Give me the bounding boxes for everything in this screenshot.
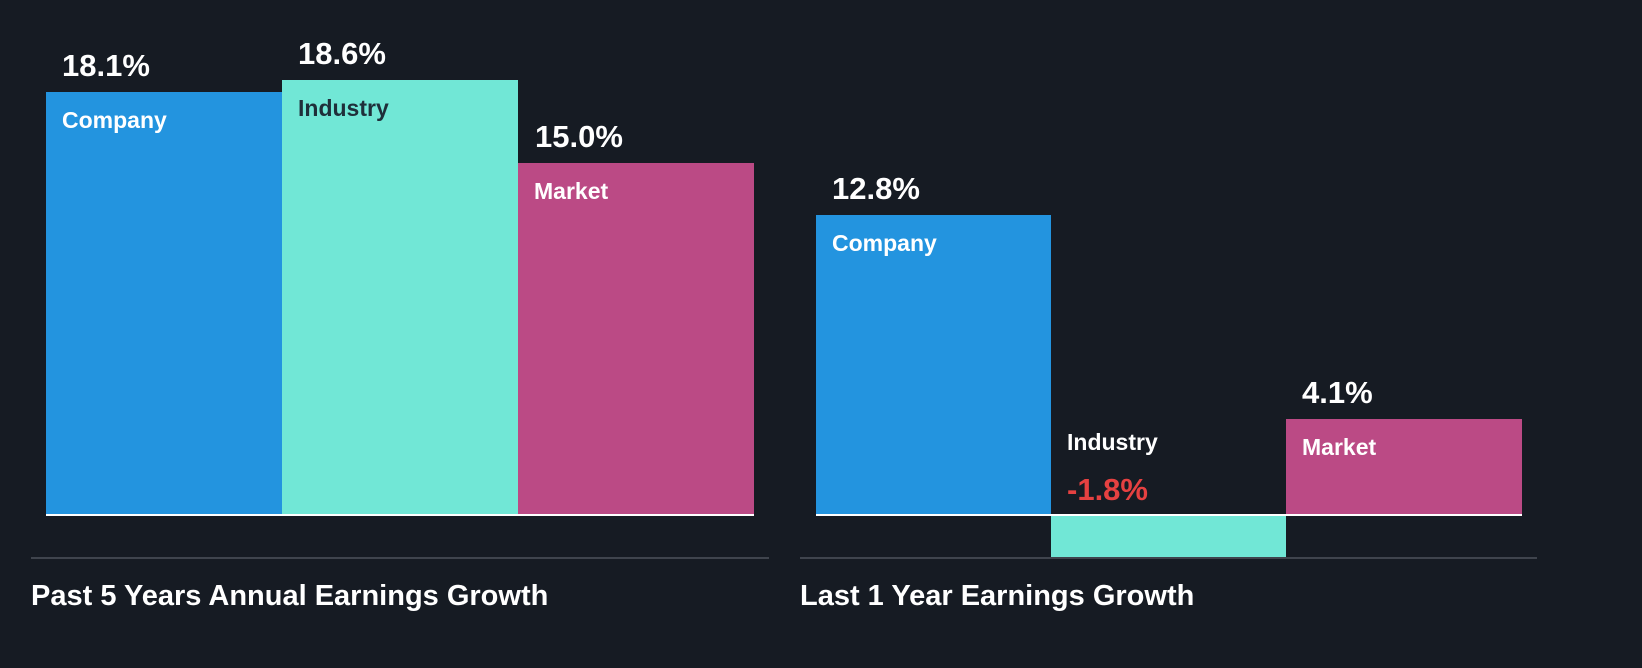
zero-baseline xyxy=(46,514,754,516)
bar-label-company: Company xyxy=(62,107,167,133)
value-market-5y: 15.0% xyxy=(535,119,623,154)
bar-market-5y: Market xyxy=(518,163,754,515)
bar-industry-5y: Industry xyxy=(282,80,518,515)
value-industry-5y: 18.6% xyxy=(298,36,386,71)
bar-industry-1y xyxy=(1051,515,1286,558)
separator-line xyxy=(800,557,1537,559)
bar-company-5y: Company xyxy=(46,92,282,515)
separator-line xyxy=(31,557,769,559)
bar-label-company: Company xyxy=(832,230,937,256)
bar-label-industry: Industry xyxy=(1067,429,1158,455)
value-company-1y: 12.8% xyxy=(832,171,920,206)
bar-company-1y: Company xyxy=(816,215,1051,515)
value-company-5y: 18.1% xyxy=(62,48,150,83)
bar-label-market: Market xyxy=(534,178,609,204)
value-industry-1y: -1.8% xyxy=(1067,472,1148,507)
bar-label-market: Market xyxy=(1302,434,1377,460)
value-market-1y: 4.1% xyxy=(1302,375,1373,410)
bar-market-1y: Market xyxy=(1286,419,1522,515)
bar-label-industry: Industry xyxy=(298,95,389,121)
chart-title: Last 1 Year Earnings Growth xyxy=(800,580,1195,612)
chart-title: Past 5 Years Annual Earnings Growth xyxy=(31,580,549,612)
zero-baseline xyxy=(816,514,1522,516)
chart-past-5-years: 18.1% Company 18.6% Industry 15.0% Marke… xyxy=(0,0,800,668)
